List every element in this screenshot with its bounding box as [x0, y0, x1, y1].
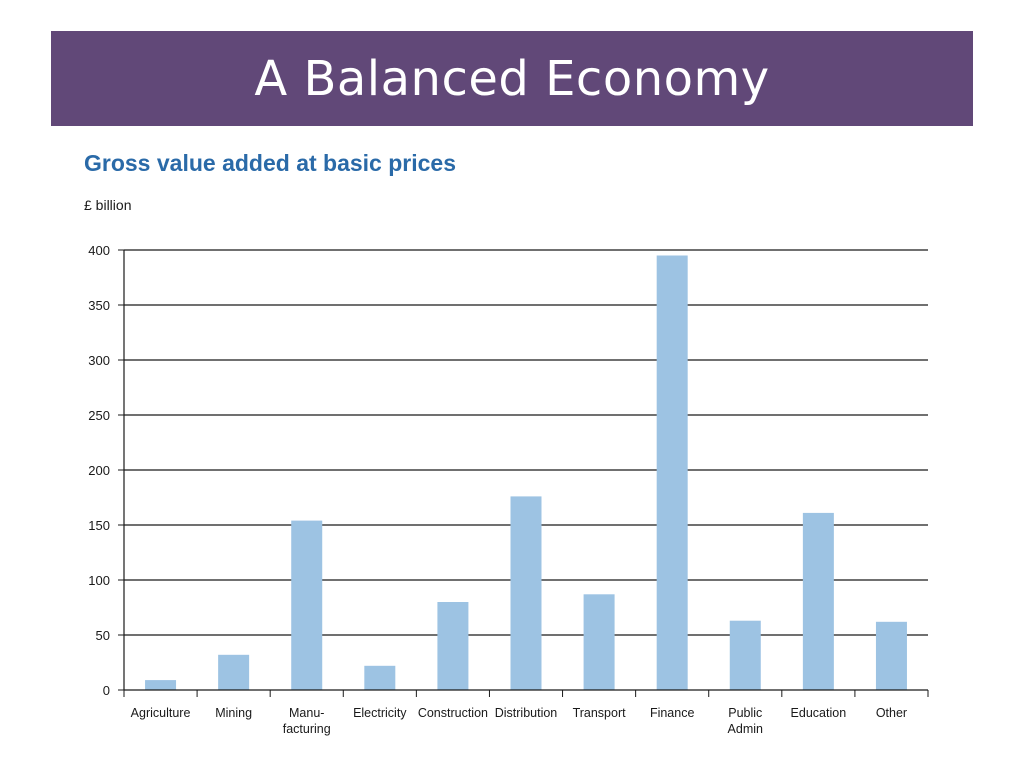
- y-tick-label: 100: [88, 573, 110, 588]
- bar: [656, 255, 688, 690]
- bar: [364, 665, 396, 690]
- bar: [729, 620, 761, 690]
- bar: [218, 654, 250, 690]
- category-label: Education: [791, 706, 847, 720]
- bar: [802, 512, 834, 690]
- axes: [118, 249, 929, 697]
- bar: [875, 621, 907, 690]
- chart-title: Gross value added at basic prices: [84, 150, 456, 176]
- y-tick-label: 50: [96, 628, 110, 643]
- bar: [437, 602, 469, 690]
- y-tick-label: 150: [88, 518, 110, 533]
- y-tick-label: 0: [103, 683, 110, 698]
- bars: [145, 255, 907, 690]
- category-label: facturing: [283, 722, 331, 736]
- y-tick-labels: 0 50 100 150 200 250 300 350 400: [88, 243, 110, 698]
- bar: [145, 680, 177, 690]
- y-tick-label: 400: [88, 243, 110, 258]
- bar: [510, 496, 542, 690]
- category-label: Manu-: [289, 706, 324, 720]
- y-tick-label: 200: [88, 463, 110, 478]
- category-label: Finance: [650, 706, 695, 720]
- slide-title: A Balanced Economy: [254, 50, 770, 107]
- category-label: Electricity: [353, 706, 407, 720]
- category-label: Transport: [573, 706, 627, 720]
- y-tick-label: 300: [88, 353, 110, 368]
- y-tick-label: 250: [88, 408, 110, 423]
- category-label: Agriculture: [131, 706, 191, 720]
- category-labels: Agriculture Mining Manu-facturing Electrici…: [131, 706, 907, 736]
- category-label: Admin: [728, 722, 763, 736]
- bar: [291, 520, 323, 690]
- y-tick-label: 350: [88, 298, 110, 313]
- category-label: Other: [876, 706, 907, 720]
- category-label: Mining: [215, 706, 252, 720]
- slide-title-bar: A Balanced Economy: [51, 31, 973, 126]
- bar: [583, 594, 615, 690]
- category-label: Public: [728, 706, 762, 720]
- category-label: Construction: [418, 706, 488, 720]
- category-label: Distribution: [495, 706, 558, 720]
- y-axis-unit-label: £ billion: [84, 197, 132, 213]
